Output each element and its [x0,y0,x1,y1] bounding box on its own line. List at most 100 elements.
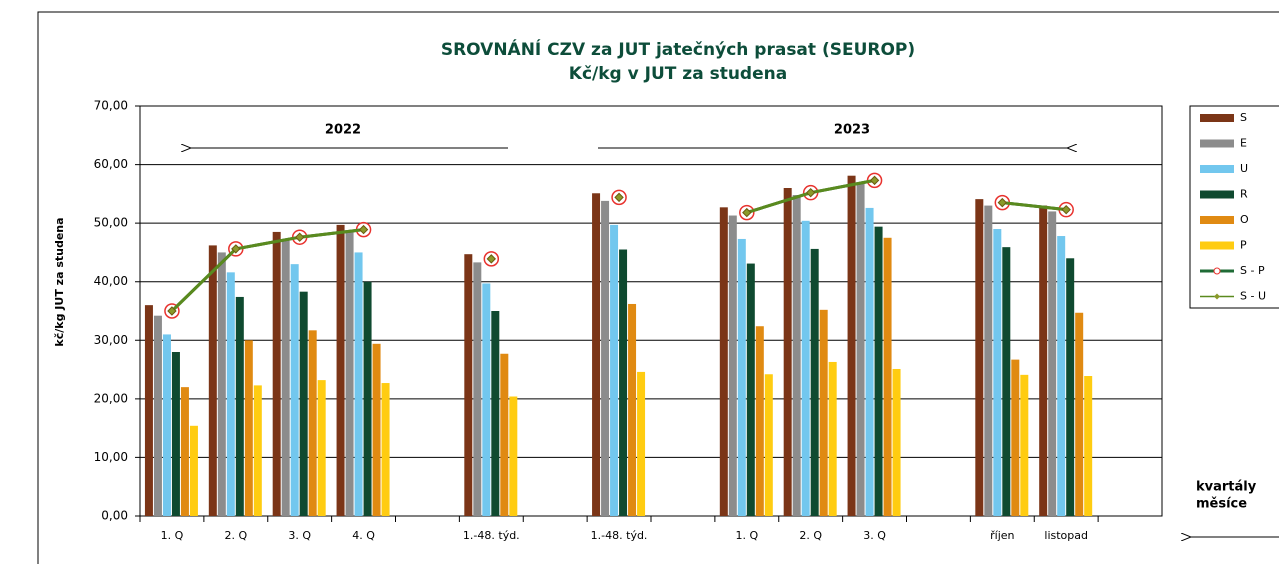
bar [180,387,189,516]
marker [742,207,752,218]
bar [1011,359,1020,516]
x-tick-label: 2. Q [224,529,247,542]
bar [171,352,180,516]
legend-swatch [1200,190,1234,199]
bar [482,283,491,516]
bar [235,296,244,516]
legend-swatch [1200,114,1234,122]
bar [874,226,883,516]
bar [299,291,308,516]
legend-marker [1213,267,1221,275]
x-tick-label: 3. Q [863,529,886,542]
bar [783,188,792,516]
legend-marker [1214,293,1220,300]
bar [1057,236,1066,516]
bar [308,330,317,516]
x-tick-label: 1. Q [735,529,758,542]
bar [317,380,326,516]
legend-label: U [1240,162,1248,175]
bar [381,383,390,516]
bar [883,237,892,517]
bar [509,396,518,516]
annotation: 2023 [834,123,870,138]
bar [336,224,345,516]
x-tick-label: 1.-48. týd. [591,529,648,542]
x-tick-label: 2. Q [799,529,822,542]
y-tick-label: 20,00 [94,391,128,405]
y-tick-label: 70,00 [94,99,128,113]
bar [372,343,381,516]
bar [153,315,162,516]
legend-label: S [1240,111,1247,124]
y-tick-label: 60,00 [94,157,128,171]
bar [1002,247,1011,516]
legend-label: O [1240,213,1249,226]
bar [253,385,262,516]
bar [601,200,610,516]
bar [354,252,363,516]
bar [819,309,828,516]
legend [1189,105,1279,309]
marker [614,192,624,203]
x-tick-label: 3. Q [288,529,311,542]
y-tick-label: 10,00 [94,450,128,464]
frame [37,11,1279,564]
x-tick-label: listopad [1044,529,1088,542]
bar [984,205,993,517]
annotation: měsíce [1196,497,1247,512]
bar [828,361,837,516]
bar [1048,211,1057,516]
bar [345,231,354,516]
bar [610,224,619,516]
x-tick-label: 1. Q [161,529,184,542]
marker [997,197,1008,208]
bar [1020,374,1029,516]
y-tick-label: 50,00 [94,216,128,230]
chart-title: SROVNÁNÍ CZV za JUT jatečných prasat (SE… [441,38,915,60]
y-tick-label: 40,00 [94,274,128,288]
bar [592,193,601,516]
bar [810,248,819,516]
bar [856,183,865,517]
marker [167,306,177,316]
annotation: 2022 [325,123,361,138]
bar [975,199,984,516]
marker [486,254,497,264]
bar [491,311,500,516]
bar [272,231,281,516]
bar [801,220,810,517]
bar [755,326,764,516]
y-axis-label: kč/kg JUT za studena [53,217,66,346]
bar [464,254,473,516]
bar [619,249,628,516]
bar [1084,376,1093,516]
bar [993,229,1002,516]
bar [226,272,235,516]
bar [244,340,253,516]
bar [628,303,637,516]
marker [869,175,880,186]
bar [500,353,509,516]
bar [865,207,874,516]
bar [473,262,482,516]
marker [805,187,816,198]
bar [792,195,801,516]
x-tick-label: říjen [990,529,1014,542]
x-tick-label: 4. Q [352,529,375,542]
y-tick-label: 0,00 [101,509,128,523]
bar [208,245,217,516]
bar [637,371,646,516]
legend-swatch [1200,216,1234,224]
bar [290,264,299,516]
marker [231,244,241,254]
x-tick-label: 1.-48. týd. [463,529,520,542]
legend-swatch [1200,139,1234,148]
legend-label: E [1240,137,1247,150]
bar [281,239,290,517]
legend-swatch [1200,165,1234,173]
bar [189,425,198,516]
legend-label: S - U [1240,290,1266,303]
bar [719,207,728,517]
y-tick-label: 30,00 [94,333,128,347]
